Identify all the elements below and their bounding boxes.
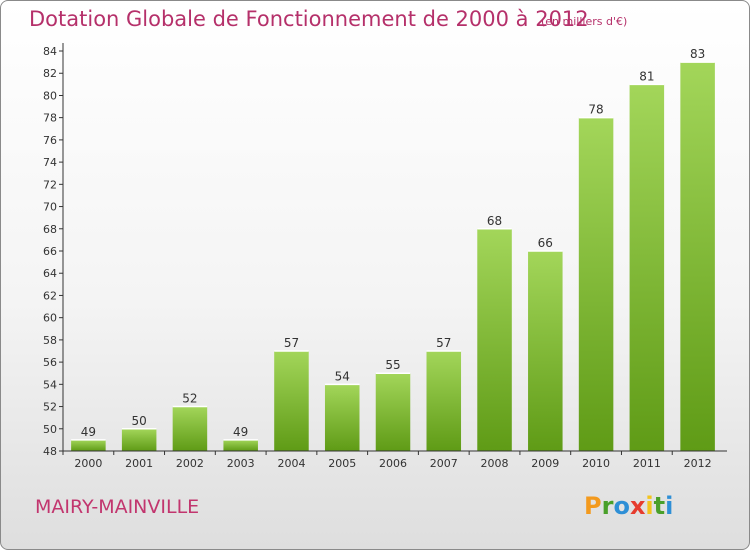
y-tick-label: 72 [43, 178, 57, 191]
x-tick-label: 2002 [176, 457, 204, 470]
x-tick-label: 2000 [74, 457, 102, 470]
bar [121, 428, 157, 451]
bar [223, 439, 258, 451]
x-tick-label: 2006 [379, 457, 407, 470]
data-label: 52 [182, 392, 197, 406]
y-tick-label: 52 [43, 401, 57, 414]
logo-letter: i [645, 492, 654, 520]
data-label: 57 [284, 336, 299, 350]
logo-letter: x [629, 492, 646, 520]
x-tick-label: 2010 [582, 457, 610, 470]
data-label: 81 [639, 69, 654, 83]
bar [324, 384, 360, 451]
logo-letter: r [601, 492, 614, 520]
data-label: 78 [588, 103, 603, 117]
bar [172, 406, 208, 451]
proxiti-logo: Proxiti [584, 492, 673, 520]
data-label: 55 [385, 358, 400, 372]
logo-letter: o [613, 492, 630, 520]
bar [629, 84, 665, 451]
bar [680, 62, 715, 451]
data-label: 83 [690, 47, 705, 61]
data-label: 57 [436, 336, 451, 350]
town-name: MAIRY-MAINVILLE [35, 496, 200, 518]
data-label: 49 [233, 425, 248, 439]
y-tick-label: 50 [43, 423, 57, 436]
y-tick-label: 82 [43, 67, 57, 80]
y-tick-label: 60 [43, 312, 57, 325]
data-label: 50 [132, 414, 147, 428]
data-label: 49 [81, 425, 96, 439]
y-tick-label: 58 [43, 334, 57, 347]
x-tick-label: 2009 [531, 457, 559, 470]
x-tick-label: 2004 [277, 457, 305, 470]
y-tick-label: 74 [43, 156, 57, 169]
bar [71, 439, 106, 451]
y-tick-label: 80 [43, 89, 57, 102]
x-tick-label: 2001 [125, 457, 153, 470]
logo-letter: P [584, 492, 602, 520]
bar [528, 251, 563, 451]
x-tick-label: 2007 [430, 457, 458, 470]
y-tick-label: 48 [43, 445, 57, 458]
data-label: 54 [335, 369, 350, 383]
y-tick-label: 70 [43, 201, 57, 214]
x-tick-label: 2003 [227, 457, 255, 470]
x-tick-label: 2012 [684, 457, 712, 470]
logo-letter: t [653, 492, 666, 520]
y-tick-label: 64 [43, 267, 57, 280]
y-tick-label: 54 [43, 378, 57, 391]
bar [477, 228, 512, 451]
bar [375, 373, 411, 451]
bar [578, 117, 614, 452]
bar [426, 351, 462, 451]
logo-letter: i [665, 492, 674, 520]
x-tick-label: 2008 [481, 457, 509, 470]
y-tick-label: 62 [43, 289, 57, 302]
chart-title: Dotation Globale de Fonctionnement de 20… [29, 7, 589, 31]
data-label: 66 [538, 236, 553, 250]
x-tick-label: 2005 [328, 457, 356, 470]
y-tick-label: 68 [43, 223, 57, 236]
x-tick-label: 2011 [633, 457, 661, 470]
y-tick-label: 66 [43, 245, 57, 258]
y-tick-label: 84 [43, 45, 57, 58]
y-tick-label: 78 [43, 112, 57, 125]
data-label: 68 [487, 214, 502, 228]
y-tick-label: 56 [43, 356, 57, 369]
bar [274, 351, 309, 451]
y-tick-label: 76 [43, 134, 57, 147]
units-label: (en milliers d'€) [541, 15, 628, 28]
